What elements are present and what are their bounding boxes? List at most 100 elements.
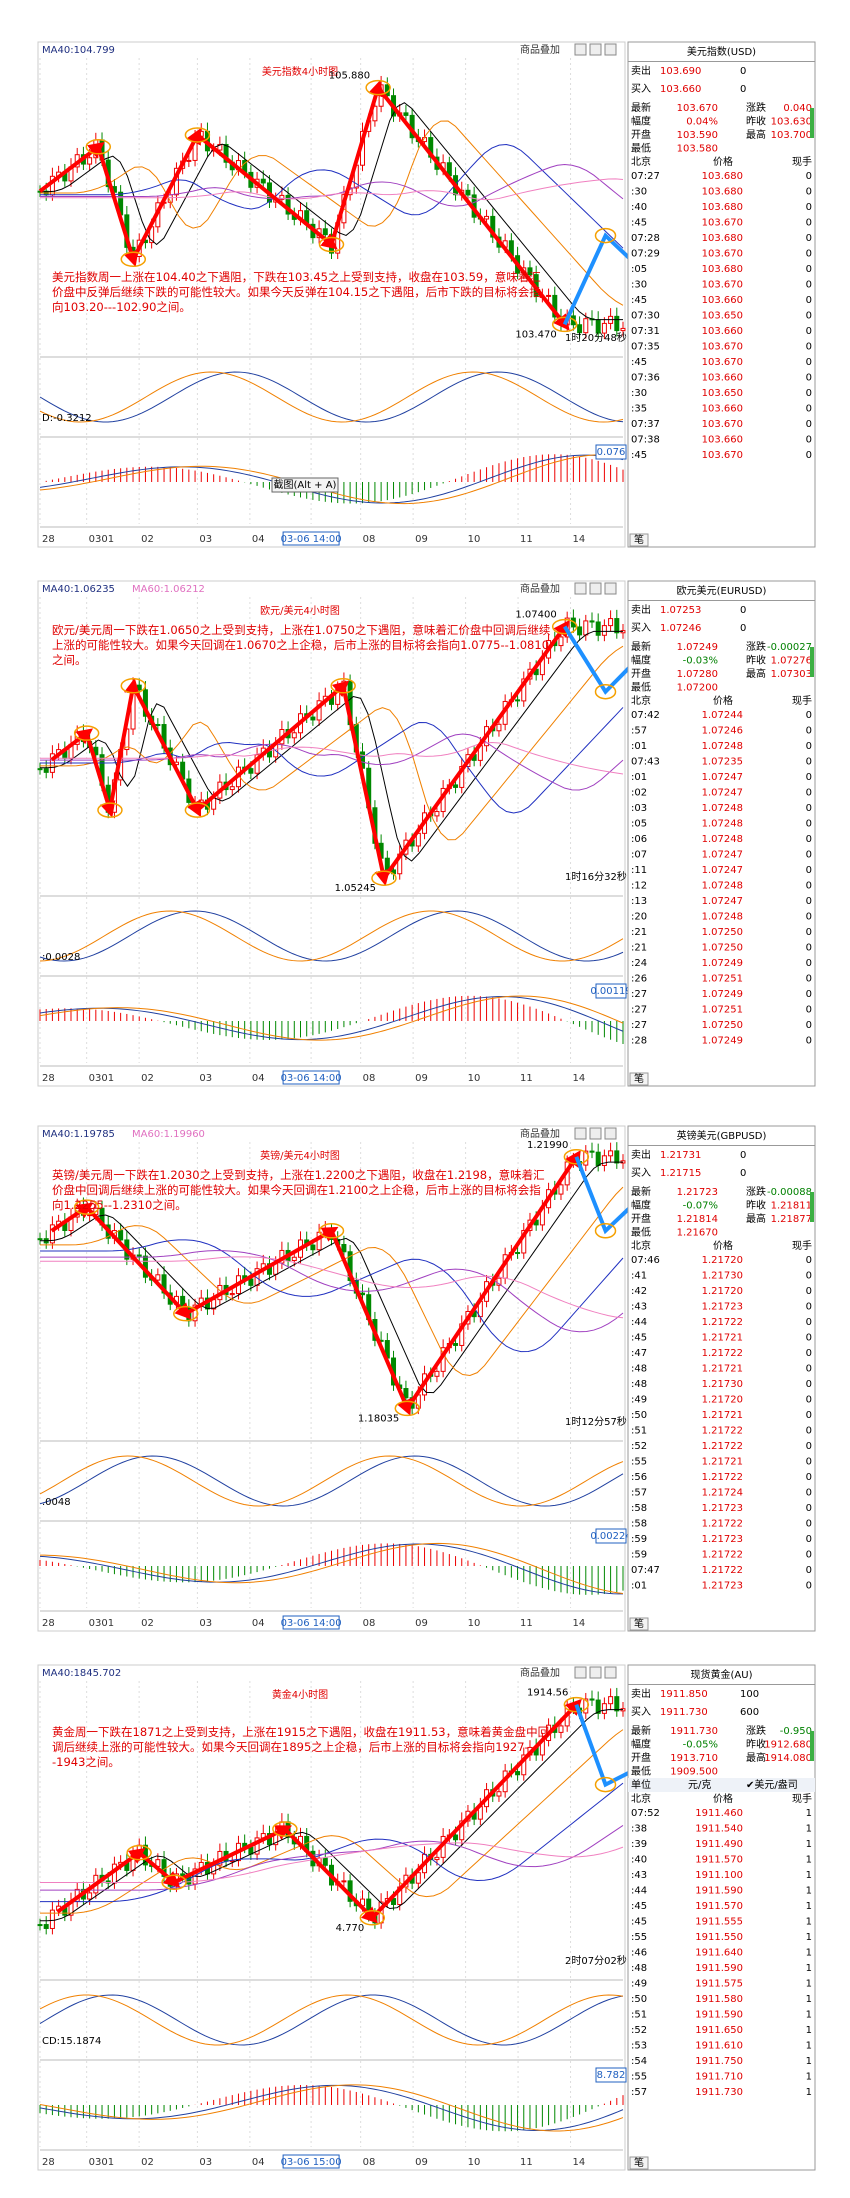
quote-stat-value: 1.21877 [771,1214,812,1225]
quote-table-header: 价格 [713,155,733,168]
tick-price: 1.07246 [702,726,743,737]
tick-time: 07:43 [631,757,660,768]
quote-stat-label: 最新 [631,101,651,114]
chart-title: 欧元/美元4小时图 [260,604,340,617]
highlight-circle [184,802,211,818]
tick-price: 1911.650 [695,2025,743,2036]
tick-price: 1.07250 [702,927,743,938]
tick-volume: 0 [806,803,812,814]
toolbar-icon[interactable] [589,1127,602,1140]
quote-stat-label: 最高 [746,1751,766,1764]
quote-buy-size: 600 [740,1707,759,1718]
tick-price: 1.07251 [702,1005,743,1016]
candle-body [186,159,192,162]
footer-tab[interactable]: 笔 [634,1617,644,1630]
toolbar-icon[interactable] [604,1666,617,1679]
tick-price: 1.21722 [702,1348,743,1359]
toolbar-icon[interactable] [589,1666,602,1679]
toolbar-button[interactable]: 商品叠加 [520,43,560,56]
toolbar-icon[interactable] [604,582,617,595]
tick-volume: 1 [806,2087,812,2098]
unit-option: 单位 [631,1778,651,1791]
footer-tab[interactable]: 笔 [634,533,644,546]
toolbar-icon[interactable] [574,582,587,595]
tick-price: 1.07249 [702,989,743,1000]
tick-time: :44 [631,1886,647,1897]
tick-volume: 1 [806,1839,812,1850]
toolbar-icon[interactable] [574,1127,587,1140]
tick-price: 1.21721 [702,1333,743,1344]
macd-line [39,995,624,1041]
candle-body [577,626,583,636]
footer-tab[interactable]: 笔 [634,2156,644,2169]
tick-price: 1911.570 [695,1855,743,1866]
tick-volume: 0 [806,419,812,430]
tick-time: :43 [631,1870,647,1881]
trend-arrow [50,728,94,762]
footer-tab-box[interactable] [629,533,649,547]
unit-option[interactable]: ✔美元/盎司 [746,1778,798,1791]
footer-tab[interactable]: 笔 [634,1072,644,1085]
tick-price: 1.21721 [702,1457,743,1468]
date-marker-box [282,531,340,546]
tick-price: 1911.100 [695,1870,743,1881]
countdown: 1时16分32秒 [565,870,627,883]
tick-volume: 0 [806,1302,812,1313]
date-marker-box [282,1070,340,1085]
quote-sell-label: 卖出 [631,1687,651,1700]
tick-volume: 0 [806,388,812,399]
x-axis-label: 0301 [89,534,114,545]
moving-average [40,1186,624,1376]
candle-body [254,1837,260,1855]
quote-stat-value: -0.03% [683,656,718,667]
x-axis-label: 28 [42,534,55,545]
macd-label: :0.0028 [42,952,80,963]
highlight-circle [97,802,123,818]
tick-time: :47 [631,1348,647,1359]
toolbar-icon[interactable] [589,43,602,56]
tick-volume: 0 [806,1271,812,1282]
toolbar-button[interactable]: 商品叠加 [520,1666,560,1679]
candle-body [453,1343,459,1346]
candle-body [248,768,254,774]
moving-average [40,102,623,321]
tick-price: 1.21722 [702,1519,743,1530]
oscillator-line [39,910,624,962]
highlight-circle [120,678,147,694]
tick-time: 07:30 [631,311,660,322]
highlight-circle [318,236,345,253]
moving-average [40,163,624,207]
tick-price: 103.660 [702,326,743,337]
toolbar-icon[interactable] [574,1666,587,1679]
candle-body [285,194,291,215]
tick-price: 1.07247 [702,850,743,861]
tick-time: :40 [631,1855,647,1866]
toolbar-icon[interactable] [574,43,587,56]
toolbar-icon[interactable] [589,582,602,595]
tick-volume: 0 [806,404,812,415]
toolbar-button[interactable]: 商品叠加 [520,582,560,595]
quote-sell-label: 卖出 [631,64,651,77]
toolbar-icon[interactable] [604,43,617,56]
tick-volume: 0 [806,1457,812,1468]
quote-table-header: 北京 [631,155,651,168]
tick-volume: 1 [806,1917,812,1928]
footer-tab-box[interactable] [629,2156,649,2170]
ma40-label: MA40:1.06235 [42,584,115,595]
footer-tab-box[interactable] [629,1617,649,1631]
toolbar-icon[interactable] [604,1127,617,1140]
tick-volume: 0 [806,233,812,244]
tick-price: 1.21722 [702,1441,743,1452]
tick-time: :40 [631,202,647,213]
tick-time: 07:52 [631,1808,660,1819]
annotation: 欧元/美元周一下跌在1.0650之上受到支持，上涨在1.0750之下遇阻，意味着… [52,623,551,667]
quote-table-header: 现手 [792,155,812,168]
unit-option[interactable]: 元/克 [688,1779,711,1791]
quote-stat-label: 涨跌 [746,1724,766,1737]
toolbar-button[interactable]: 商品叠加 [520,1127,560,1140]
tick-time: :02 [631,788,647,799]
quote-stat-label: 涨跌 [746,101,766,114]
candle-body [589,620,595,623]
footer-tab-box[interactable] [629,1072,649,1086]
quote-stat-label: 幅度 [631,1199,651,1212]
